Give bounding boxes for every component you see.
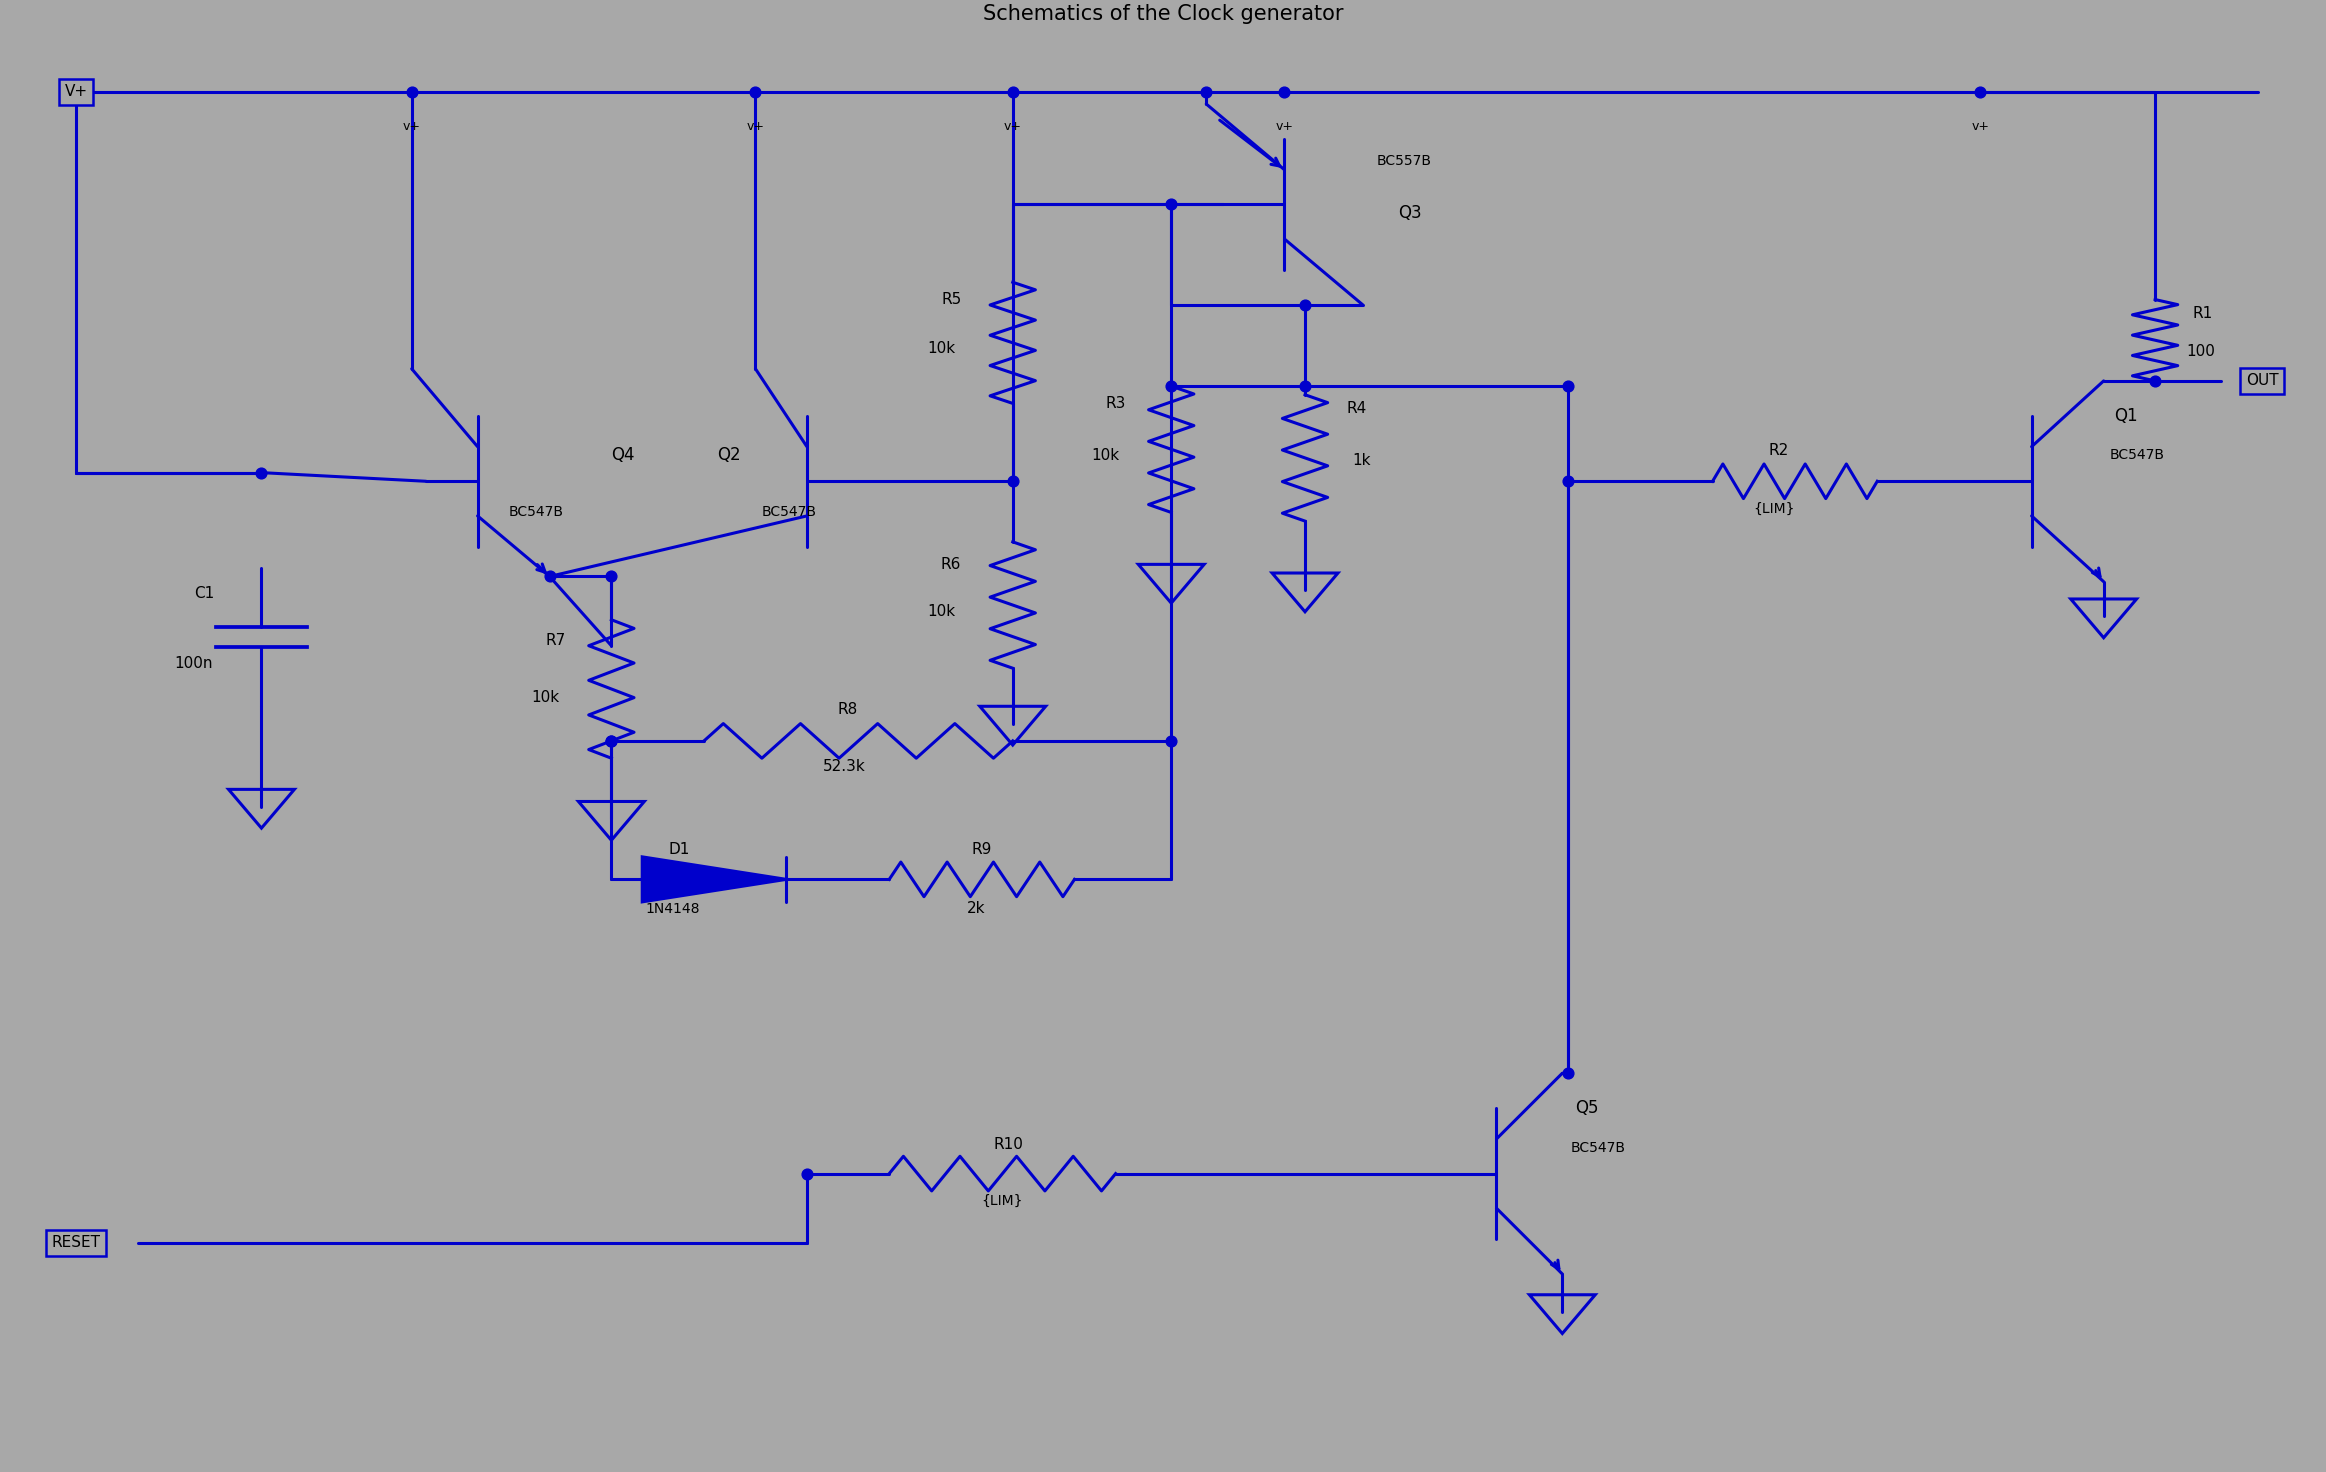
Text: RESET: RESET <box>51 1235 100 1250</box>
Text: Q2: Q2 <box>716 446 742 464</box>
Text: 100n: 100n <box>174 655 212 671</box>
Text: BC547B: BC547B <box>509 505 563 520</box>
Text: R4: R4 <box>1347 400 1365 417</box>
Text: v+: v+ <box>402 119 421 132</box>
Point <box>1154 729 1191 752</box>
Text: {LIM}: {LIM} <box>1754 502 1796 517</box>
Text: Q4: Q4 <box>612 446 635 464</box>
Point <box>1265 79 1303 103</box>
Polygon shape <box>642 857 786 902</box>
Text: R3: R3 <box>1105 396 1126 411</box>
Point <box>993 79 1030 103</box>
Point <box>993 470 1030 493</box>
Text: BC547B: BC547B <box>761 505 816 520</box>
Point <box>1549 1061 1586 1085</box>
Text: OUT: OUT <box>2247 374 2279 389</box>
Text: {LIM}: {LIM} <box>982 1194 1023 1209</box>
Text: R5: R5 <box>942 291 961 308</box>
Point <box>1549 374 1586 397</box>
Text: Q1: Q1 <box>2114 406 2138 424</box>
Text: 2k: 2k <box>965 901 984 916</box>
Text: BC547B: BC547B <box>1570 1141 1626 1154</box>
Text: 10k: 10k <box>533 690 561 705</box>
Text: v+: v+ <box>1970 119 1989 132</box>
Point <box>2138 369 2175 393</box>
Point <box>1189 79 1226 103</box>
Text: 100: 100 <box>2186 344 2214 359</box>
Point <box>393 79 430 103</box>
Text: D1: D1 <box>668 842 691 858</box>
Point <box>1286 293 1323 316</box>
Point <box>1961 79 1998 103</box>
Text: Q3: Q3 <box>1398 205 1421 222</box>
Point <box>1154 374 1191 397</box>
Text: 10k: 10k <box>928 604 956 618</box>
Point <box>1549 470 1586 493</box>
Point <box>737 79 775 103</box>
Text: 1N4148: 1N4148 <box>647 902 700 916</box>
Text: R2: R2 <box>1768 443 1789 458</box>
Text: BC547B: BC547B <box>2110 449 2166 462</box>
Point <box>789 1161 826 1185</box>
Text: R7: R7 <box>547 633 565 648</box>
Point <box>593 729 630 752</box>
Title: Schematics of the Clock generator: Schematics of the Clock generator <box>984 4 1342 24</box>
Text: C1: C1 <box>193 586 214 601</box>
Text: R1: R1 <box>2191 306 2212 321</box>
Point <box>1154 193 1191 216</box>
Text: R10: R10 <box>993 1136 1023 1151</box>
Text: 52.3k: 52.3k <box>823 760 865 774</box>
Text: R9: R9 <box>972 842 993 858</box>
Text: 1k: 1k <box>1351 453 1370 468</box>
Text: 10k: 10k <box>928 340 956 356</box>
Text: R8: R8 <box>837 702 858 717</box>
Text: BC557B: BC557B <box>1377 155 1433 168</box>
Point <box>593 729 630 752</box>
Text: Q5: Q5 <box>1575 1098 1598 1117</box>
Point <box>530 565 568 589</box>
Point <box>1286 374 1323 397</box>
Text: 10k: 10k <box>1091 447 1119 462</box>
Text: v+: v+ <box>747 119 765 132</box>
Text: v+: v+ <box>1005 119 1021 132</box>
Point <box>242 461 279 484</box>
Text: R6: R6 <box>942 556 961 571</box>
Text: V+: V+ <box>65 84 88 99</box>
Point <box>593 565 630 589</box>
Text: v+: v+ <box>1275 119 1293 132</box>
